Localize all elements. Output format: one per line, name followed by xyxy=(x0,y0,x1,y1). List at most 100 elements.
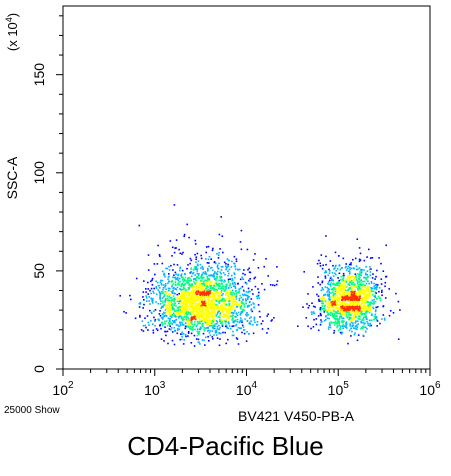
event-dot xyxy=(196,293,198,295)
event-dot xyxy=(180,292,183,294)
event-dot xyxy=(220,216,222,218)
event-dot xyxy=(186,267,188,270)
event-dot xyxy=(190,267,193,269)
event-dot xyxy=(228,322,230,325)
event-dot xyxy=(193,292,195,294)
event-dot xyxy=(195,266,197,268)
event-dot xyxy=(201,319,204,322)
event-dot xyxy=(157,244,159,247)
event-dot xyxy=(360,311,363,314)
event-dot xyxy=(211,336,214,338)
event-dot xyxy=(173,309,176,311)
event-dot xyxy=(339,286,341,288)
event-dot xyxy=(176,311,178,313)
event-dot xyxy=(175,284,177,287)
event-dot xyxy=(197,296,199,298)
event-dot xyxy=(368,294,371,297)
event-dot xyxy=(356,328,358,331)
event-dot xyxy=(147,329,149,331)
event-dot xyxy=(338,324,341,327)
event-dot xyxy=(179,252,182,255)
event-dot xyxy=(171,285,173,288)
event-dot xyxy=(344,295,346,298)
event-dot xyxy=(195,307,198,310)
event-dot xyxy=(228,272,230,275)
event-dot xyxy=(230,307,233,310)
event-dot xyxy=(216,337,219,339)
event-dot xyxy=(355,295,357,297)
event-dot xyxy=(247,297,249,299)
event-dot xyxy=(211,275,213,277)
event-dot xyxy=(172,290,174,292)
event-dot xyxy=(190,328,192,331)
event-dot xyxy=(344,313,347,316)
event-dot xyxy=(362,298,365,301)
event-dot xyxy=(191,296,194,298)
event-dot xyxy=(223,308,226,311)
event-dot xyxy=(221,307,224,310)
event-dot xyxy=(198,315,201,318)
event-dot xyxy=(342,311,344,313)
event-dot xyxy=(203,272,206,275)
event-dot xyxy=(208,255,211,258)
event-dot xyxy=(194,318,197,321)
event-dot xyxy=(211,315,214,317)
event-dot xyxy=(227,270,229,272)
event-dot xyxy=(183,285,185,287)
event-dot xyxy=(343,274,345,277)
event-dot xyxy=(356,294,359,296)
event-dot xyxy=(363,309,365,312)
event-dot xyxy=(357,304,360,306)
event-dot xyxy=(356,273,359,275)
event-dot xyxy=(353,286,355,289)
event-dot xyxy=(205,251,207,254)
event-dot xyxy=(188,300,191,302)
event-dot xyxy=(235,260,238,263)
event-dot xyxy=(164,301,166,303)
event-dot xyxy=(240,296,243,299)
event-dot xyxy=(356,293,359,295)
event-dot xyxy=(367,293,369,295)
event-dot xyxy=(364,284,367,287)
event-dot xyxy=(330,306,332,308)
event-dot xyxy=(231,325,234,328)
event-dot xyxy=(188,319,190,321)
event-dot xyxy=(360,268,362,271)
event-dot xyxy=(197,338,200,341)
event-dot xyxy=(328,302,330,304)
event-dot xyxy=(189,299,192,302)
event-dot xyxy=(179,322,181,324)
event-dot xyxy=(196,295,198,298)
event-dot xyxy=(261,283,263,285)
event-dot xyxy=(162,288,164,291)
event-dot xyxy=(153,310,155,312)
event-dot xyxy=(193,285,195,287)
event-dot xyxy=(152,323,154,325)
event-dot xyxy=(345,289,347,292)
event-count: 25000 Show xyxy=(4,405,60,416)
event-dot xyxy=(213,327,215,330)
event-dot xyxy=(210,267,212,269)
event-dot xyxy=(230,266,233,268)
event-dot xyxy=(343,280,345,283)
event-dot xyxy=(349,308,352,310)
event-dot xyxy=(360,282,362,285)
event-dot xyxy=(208,316,210,318)
event-dot xyxy=(356,311,359,314)
event-dot xyxy=(233,303,236,305)
event-dot xyxy=(235,323,238,326)
event-dot xyxy=(141,320,144,322)
event-dot xyxy=(123,310,125,313)
event-dot xyxy=(205,299,207,301)
event-dot xyxy=(273,284,276,287)
event-dot xyxy=(227,278,230,281)
event-dot xyxy=(322,288,325,291)
event-dot xyxy=(263,288,266,291)
event-dot xyxy=(364,292,366,294)
event-dot xyxy=(361,280,363,283)
event-dot xyxy=(341,310,343,312)
event-dot xyxy=(339,312,341,315)
event-dot xyxy=(334,290,337,293)
event-dot xyxy=(194,321,196,323)
event-dot xyxy=(186,304,188,306)
